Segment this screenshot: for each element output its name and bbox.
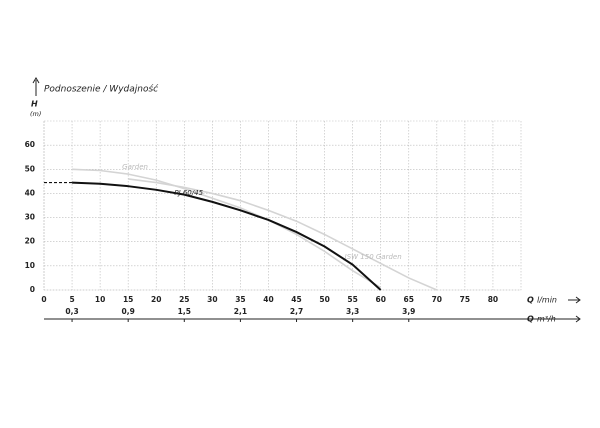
x-tick-label: 45 [291,295,301,304]
plot-frame [43,120,522,291]
title-arrow-head [32,77,40,84]
x2-tick-label: 0,9 [122,307,135,316]
y-tick-label: 60 [25,140,35,149]
curve [128,178,438,291]
y-tick-label: 20 [25,237,35,246]
x2-tick-label: 1,5 [178,307,191,316]
x-tick-label: 15 [123,295,133,304]
x-axis-unit: l/min [537,296,557,305]
x2-arrow-head [575,315,581,323]
curve-label: PJ 60/45 [174,189,203,197]
x2-tick-label: 2,7 [290,307,303,316]
x-tick-label: 75 [460,295,470,304]
x-tick-label: 65 [404,295,414,304]
x2-tick-label: 3,9 [402,307,415,316]
y-tick-label: 30 [25,213,35,222]
x-axis-label: Q [527,296,534,305]
x-tick-label: 60 [375,295,385,304]
x-tick-label: 25 [179,295,189,304]
x2-tick-label: 0,3 [65,307,78,316]
x-tick-label: 70 [432,295,442,304]
curve-label: JSW 150 Garden [343,253,402,261]
curve-label: Garden [122,163,148,171]
curve [72,181,382,291]
y-tick-label: 50 [25,164,35,173]
curve [72,168,382,289]
x2-tick-label: 3,3 [346,307,359,316]
x-tick-label: 80 [488,295,498,304]
x-tick-label: 40 [263,295,273,304]
x-tick-label: 10 [95,295,105,304]
x-tick-label: 35 [235,295,245,304]
x-arrow-head [575,296,581,304]
x-tick-label: 55 [347,295,357,304]
y-tick-label: 10 [25,261,35,270]
x-tick-label: 50 [319,295,329,304]
x2-tick-label: 2,1 [234,307,247,316]
y-axis-label: H [31,100,38,109]
y-axis-unit: (m) [30,110,41,118]
y-tick-label: 40 [25,188,35,197]
x-tick-label: 20 [151,295,161,304]
y-tick-label: 0 [30,285,35,294]
x-tick-label: 30 [207,295,217,304]
chart-title: Podnoszenie / Wydajność [44,84,159,95]
x-tick-label: 0 [41,295,46,304]
x-tick-label: 5 [69,295,74,304]
